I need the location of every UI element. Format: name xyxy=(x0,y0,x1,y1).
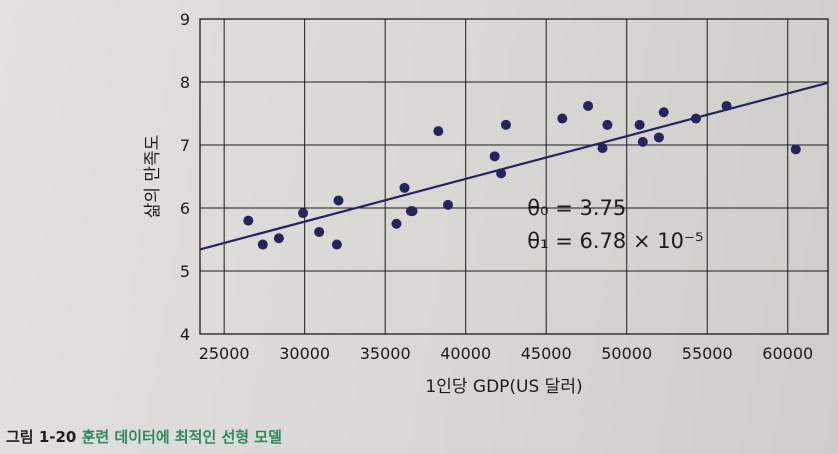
equation-annotation: θ₁ = 6.78 × 10⁻⁵ xyxy=(527,229,703,253)
data-point xyxy=(407,206,418,217)
data-point xyxy=(597,143,608,154)
figure-number: 그림 1-20 xyxy=(6,428,77,446)
y-tick-label: 5 xyxy=(180,262,190,281)
data-point xyxy=(557,113,568,124)
equation-annotation: θ₀ = 3.75 xyxy=(527,196,626,220)
y-tick-label: 6 xyxy=(180,199,190,218)
y-axis-label: 삶의 만족도 xyxy=(143,135,163,219)
data-point xyxy=(721,100,732,111)
grid xyxy=(199,18,829,335)
scatter-chart: 25000 30000 35000 40000 45000 50000 55000 60000… xyxy=(143,10,829,397)
x-tick-label: 50000 xyxy=(601,344,652,363)
data-point xyxy=(257,239,268,250)
data-point xyxy=(634,119,645,130)
data-point-series xyxy=(243,100,801,250)
figure-title: 훈련 데이터에 최적인 선형 모델 xyxy=(81,428,282,446)
x-tick-label: 25000 xyxy=(199,344,250,363)
plot-frame xyxy=(199,18,829,335)
y-tick-label: 7 xyxy=(180,136,190,155)
data-point xyxy=(637,136,648,147)
y-tick-label: 9 xyxy=(180,10,190,29)
data-point xyxy=(658,107,669,118)
x-tick-label: 55000 xyxy=(682,344,733,363)
data-point xyxy=(489,151,500,162)
data-point xyxy=(496,168,507,179)
data-point xyxy=(690,113,701,124)
data-point xyxy=(399,182,410,193)
data-point xyxy=(273,233,284,244)
data-point xyxy=(442,199,453,210)
y-tick-label: 8 xyxy=(180,73,190,92)
data-point xyxy=(602,119,613,130)
data-point xyxy=(500,119,511,130)
x-tick-label: 35000 xyxy=(360,344,411,363)
y-tick-label: 4 xyxy=(180,325,190,344)
x-tick-label: 45000 xyxy=(521,344,572,363)
data-point xyxy=(790,144,801,155)
data-point xyxy=(583,100,594,111)
x-tick-labels: 25000 30000 35000 40000 45000 50000 55000 60000 xyxy=(199,344,813,363)
x-tick-label: 40000 xyxy=(440,344,491,363)
regression-line xyxy=(199,81,829,251)
x-tick-label: 30000 xyxy=(279,344,330,363)
y-tick-labels: 4 5 6 7 8 9 xyxy=(180,10,190,344)
data-point xyxy=(333,195,344,206)
data-point xyxy=(298,208,309,219)
x-tick-label: 60000 xyxy=(762,344,813,363)
figure-caption: 그림 1-20 훈련 데이터에 최적인 선형 모델 xyxy=(6,426,282,447)
fit-line-series xyxy=(199,81,829,251)
data-point xyxy=(314,226,325,237)
data-point xyxy=(331,239,342,250)
data-point xyxy=(433,126,444,137)
annotations: θ₀ = 3.75 θ₁ = 6.78 × 10⁻⁵ xyxy=(527,196,703,253)
x-axis-label: 1인당 GDP(US 달러) xyxy=(425,377,582,397)
data-point xyxy=(391,218,402,229)
data-point xyxy=(653,132,664,143)
data-point xyxy=(243,215,254,226)
